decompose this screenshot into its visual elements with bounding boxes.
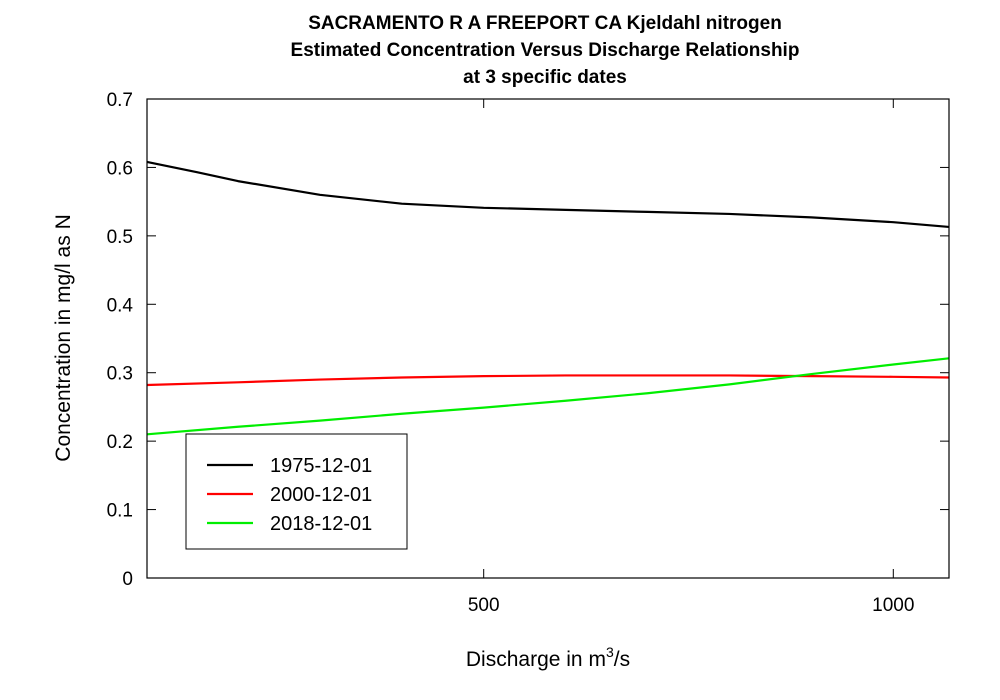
- x-tick-label: 500: [468, 595, 500, 616]
- series-line-1975-12-01: [146, 160, 950, 229]
- plot-area-frame: [146, 98, 950, 579]
- legend-box: [185, 433, 408, 550]
- x-axis-label: Discharge in m3/s: [466, 644, 630, 671]
- x-axis-label-suffix: /s: [614, 648, 630, 671]
- y-tick-label: 0.4: [107, 295, 134, 316]
- chart-title-line-1: SACRAMENTO R A FREEPORT CA Kjeldahl nitr…: [308, 13, 782, 34]
- y-tick-label: 0.5: [107, 227, 133, 248]
- legend: 1975-12-01 2000-12-01 2018-12-01: [185, 433, 408, 550]
- series-line-2018-12-01: [146, 357, 950, 436]
- chart-title-line-3: at 3 specific dates: [463, 67, 627, 88]
- x-axis-label-superscript: 3: [606, 644, 614, 660]
- axis-ticks: 0 0.1 0.2 0.3 0.4 0.5 0.6 0.7 500 1000: [107, 90, 949, 616]
- chart-title: SACRAMENTO R A FREEPORT CA Kjeldahl nitr…: [291, 13, 800, 88]
- y-tick-label: 0.7: [107, 90, 133, 111]
- y-tick-label: 0.2: [107, 432, 133, 453]
- legend-label-1975-12-01: 1975-12-01: [270, 455, 372, 477]
- y-tick-label: 0.3: [107, 364, 133, 385]
- x-axis-label-main: Discharge in m: [466, 648, 606, 671]
- chart-title-line-2: Estimated Concentration Versus Discharge…: [291, 40, 800, 61]
- y-axis-label: Concentration in mg/l as N: [52, 214, 75, 461]
- series-lines: [146, 160, 950, 436]
- y-tick-label: 0.1: [107, 501, 133, 522]
- legend-label-2018-12-01: 2018-12-01: [270, 513, 372, 535]
- series-line-2000-12-01: [146, 374, 950, 387]
- legend-label-2000-12-01: 2000-12-01: [270, 484, 372, 506]
- x-tick-label: 1000: [872, 595, 914, 616]
- y-tick-label: 0: [122, 569, 133, 590]
- y-tick-label: 0.6: [107, 158, 133, 179]
